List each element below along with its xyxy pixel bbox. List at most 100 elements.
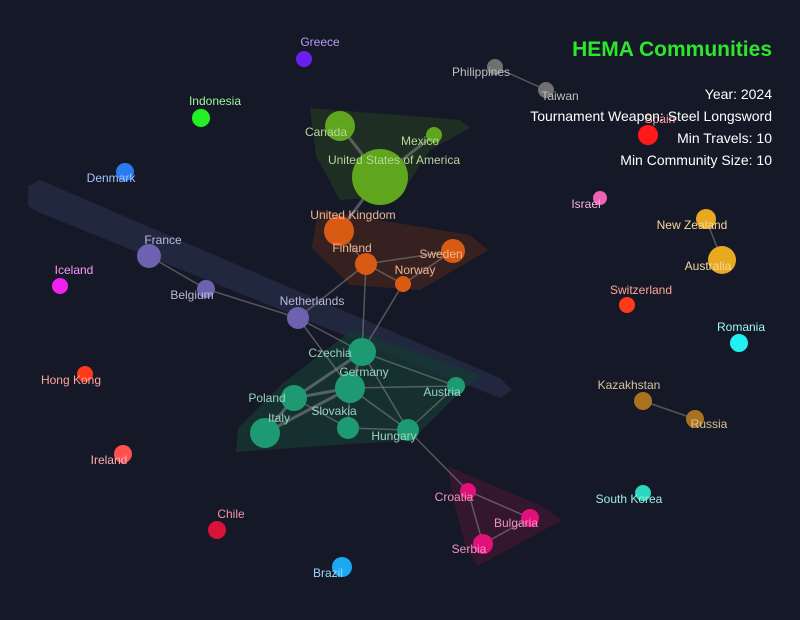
node-label-hong-kong: Hong Kong — [41, 373, 101, 387]
node-label-usa: United States of America — [328, 153, 460, 167]
weapon-filter-text: Tournament Weapon: Steel Longsword — [530, 108, 772, 124]
node-label-taiwan: Taiwan — [541, 89, 578, 103]
node-poland[interactable] — [281, 385, 307, 411]
edge-philippines-taiwan — [494, 66, 547, 91]
node-label-spain: Spain — [645, 112, 676, 126]
node-layer — [52, 51, 748, 577]
edge-finland-czechia — [361, 263, 367, 353]
node-canada[interactable] — [325, 111, 355, 141]
node-greece[interactable] — [296, 51, 312, 67]
edge-czechia-austria — [361, 351, 457, 387]
community-hull-nordic-uk — [312, 210, 488, 290]
node-label-serbia: Serbia — [452, 542, 487, 556]
node-label-iceland: Iceland — [55, 263, 94, 277]
node-label-new-zealand: New Zealand — [657, 218, 728, 232]
node-russia[interactable] — [686, 410, 704, 428]
node-italy[interactable] — [250, 418, 280, 448]
node-chile[interactable] — [208, 521, 226, 539]
node-brazil[interactable] — [332, 557, 352, 577]
node-label-poland: Poland — [248, 391, 285, 405]
node-label-bulgaria: Bulgaria — [494, 516, 538, 530]
edge-germany-austria — [349, 385, 457, 389]
node-new-zealand[interactable] — [696, 209, 716, 229]
node-switzerland[interactable] — [619, 297, 635, 313]
node-serbia[interactable] — [473, 534, 493, 554]
node-label-russia: Russia — [691, 417, 728, 431]
node-hong-kong[interactable] — [77, 366, 93, 382]
node-label-chile: Chile — [217, 507, 245, 521]
node-label-uk: United Kingdom — [310, 208, 395, 222]
node-label-croatia: Croatia — [435, 490, 474, 504]
node-label-south-korea: South Korea — [596, 492, 663, 506]
node-taiwan[interactable] — [538, 82, 554, 98]
node-france[interactable] — [137, 244, 161, 268]
node-belgium[interactable] — [197, 280, 215, 298]
edge-kazakhstan-russia — [642, 400, 696, 420]
node-label-brazil: Brazil — [313, 566, 343, 580]
node-label-denmark: Denmark — [87, 171, 137, 185]
node-label-kazakhstan: Kazakhstan — [598, 378, 661, 392]
edge-hungary-croatia — [407, 429, 469, 492]
edge-germany-italy — [264, 386, 351, 435]
node-label-mexico: Mexico — [401, 134, 439, 148]
edge-croatia-bulgaria — [467, 490, 531, 519]
node-label-romania: Romania — [717, 320, 765, 334]
edge-finland-sweden — [365, 250, 454, 265]
node-label-slovakia: Slovakia — [311, 404, 357, 418]
node-label-sweden: Sweden — [419, 247, 462, 261]
node-romania[interactable] — [730, 334, 748, 352]
node-label-philippines: Philippines — [452, 65, 510, 79]
year-filter-text: Year: 2024 — [704, 86, 772, 102]
node-israel[interactable] — [593, 191, 607, 205]
node-usa[interactable] — [352, 149, 408, 205]
node-label-belgium: Belgium — [170, 288, 213, 302]
node-south-korea[interactable] — [635, 485, 651, 501]
node-label-indonesia: Indonesia — [189, 94, 241, 108]
node-label-finland: Finland — [332, 241, 371, 255]
node-kazakhstan[interactable] — [634, 392, 652, 410]
node-label-israel: Israel — [571, 197, 600, 211]
node-label-germany: Germany — [339, 365, 388, 379]
node-label-greece: Greece — [300, 35, 340, 49]
node-croatia[interactable] — [460, 483, 476, 499]
node-label-canada: Canada — [305, 125, 347, 139]
edge-czechia-hungary — [361, 351, 409, 431]
node-label-switzerland: Switzerland — [610, 283, 672, 297]
node-netherlands[interactable] — [287, 307, 309, 329]
edge-finland-netherlands — [297, 263, 367, 319]
min-community-size-text: Min Community Size: 10 — [620, 152, 772, 168]
node-label-hungary: Hungary — [371, 429, 416, 443]
node-label-norway: Norway — [395, 263, 436, 277]
node-germany[interactable] — [335, 373, 365, 403]
node-slovakia[interactable] — [337, 417, 359, 439]
node-norway[interactable] — [395, 276, 411, 292]
node-philippines[interactable] — [487, 59, 503, 75]
node-denmark[interactable] — [116, 163, 134, 181]
node-finland[interactable] — [355, 253, 377, 275]
node-austria[interactable] — [447, 377, 465, 395]
node-ireland[interactable] — [114, 445, 132, 463]
chart-title: HEMA Communities — [572, 38, 772, 61]
node-label-australia: Australia — [685, 259, 732, 273]
node-label-netherlands: Netherlands — [280, 294, 345, 308]
node-label-austria: Austria — [423, 385, 461, 399]
node-label-ireland: Ireland — [91, 453, 128, 467]
node-label-italy: Italy — [268, 411, 290, 425]
node-czechia[interactable] — [348, 338, 376, 366]
min-travels-text: Min Travels: 10 — [677, 130, 772, 146]
node-label-france: France — [144, 233, 182, 247]
node-sweden[interactable] — [441, 239, 465, 263]
node-indonesia[interactable] — [192, 109, 210, 127]
node-label-czechia: Czechia — [308, 346, 352, 360]
node-uk[interactable] — [324, 216, 354, 246]
node-mexico[interactable] — [426, 127, 442, 143]
node-hungary[interactable] — [397, 419, 419, 441]
node-spain[interactable] — [638, 125, 658, 145]
node-australia[interactable] — [708, 246, 736, 274]
node-iceland[interactable] — [52, 278, 68, 294]
label-layer: Greece Philippines Taiwan Spain Indonesia Can… — [41, 35, 765, 580]
node-bulgaria[interactable] — [521, 509, 539, 527]
edge-belgium-netherlands — [205, 288, 299, 319]
